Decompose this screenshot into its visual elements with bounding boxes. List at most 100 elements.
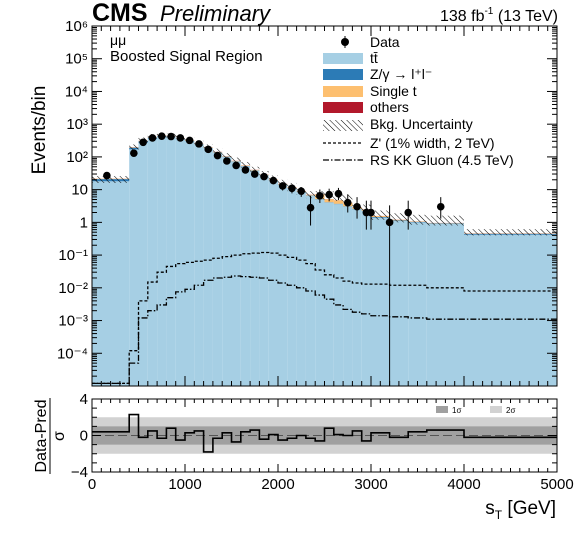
- ratio-y-title: Data-Pred σ: [33, 398, 68, 474]
- stack-bar-ttbar-20: [305, 195, 316, 386]
- data-point-5: [167, 132, 175, 141]
- data-point-28: [385, 218, 394, 227]
- y-tick-label-5: 10: [71, 182, 88, 199]
- stack-bar-ttbar-9: [203, 148, 213, 386]
- stack-bar-ttbar-28: [389, 221, 409, 386]
- stack-bar-ttbar-0: [92, 181, 130, 386]
- stack-bar-ttbar-14: [250, 170, 260, 386]
- data-point-16: [269, 176, 278, 185]
- data-point-7: [185, 136, 194, 145]
- data-point-1: [130, 149, 138, 157]
- stack-histogram: [92, 135, 557, 386]
- y-tick-label-3: 10⁻¹: [58, 247, 88, 264]
- stack-bar-ttbar-11: [222, 156, 232, 386]
- legend-others-swatch: [323, 102, 363, 113]
- stack-bar-ttbar-7: [185, 141, 195, 386]
- stack-bar-ttbar-2: [138, 142, 148, 386]
- ratio-y-title-den: σ: [51, 431, 68, 441]
- unc-band-10: [212, 148, 223, 155]
- y-tick-label-0: 10⁻⁴: [57, 345, 88, 362]
- legend-data-label: Data: [370, 34, 400, 50]
- x-tick-label-1: 1000: [168, 476, 201, 493]
- x-axis-title-unit: [GeV]: [502, 498, 556, 519]
- y-tick-label-8: 10⁴: [65, 83, 88, 100]
- data-point-22: [325, 190, 333, 199]
- main-axes: 10⁻⁴ 10⁻³ 10⁻² 10⁻¹ 1 10 10² 10³ 10⁴ 10⁵ 10⁶: [57, 18, 558, 387]
- ratio-y-tick-label-0: −4: [71, 464, 88, 481]
- ratio-axes: 0 1000 2000 3000 4000 5000−404: [71, 391, 574, 493]
- stack-bar-ttbar-25: [352, 209, 362, 386]
- data-point-20: [306, 203, 315, 212]
- kk-gluon-curve: [92, 275, 557, 385]
- zprime-curve: [92, 251, 557, 385]
- legend-ttbar-label: tt̄: [370, 50, 378, 66]
- ratio-y-tick-label-2: 4: [80, 391, 88, 408]
- data-point-9: [204, 145, 213, 154]
- unc-band-12: [231, 157, 241, 164]
- stack-bar-ttbar-1: [129, 149, 139, 386]
- data-point-13: [241, 166, 250, 174]
- y-tick-label-4: 1: [80, 214, 88, 231]
- stack-bar-ttbar-5: [166, 137, 176, 386]
- legend-unc-swatch: [323, 120, 363, 131]
- lumi-suffix: (13 TeV): [493, 8, 558, 25]
- data-points: [103, 132, 445, 386]
- data-point-11: [223, 157, 231, 165]
- legend-singlet-label: Single t: [370, 83, 417, 99]
- ratio-pull-line: [92, 413, 557, 453]
- data-point-17: [278, 182, 287, 190]
- unc-band-20: [305, 191, 316, 199]
- data-point-19: [297, 187, 306, 195]
- data-point-21: [316, 191, 324, 200]
- stack-bar-ttbar-3: [147, 138, 158, 386]
- data-point-2: [139, 138, 147, 147]
- stack-bar-ttbar-6: [175, 139, 185, 386]
- unc-band-1: [129, 144, 139, 151]
- y-tick-label-2: 10⁻²: [58, 280, 88, 297]
- stack-bar-ttbar-24: [343, 206, 353, 386]
- stack-bar-ttbar-19: [296, 191, 306, 386]
- x-axis-title-s: s: [485, 498, 495, 519]
- legend-zgamma-swatch: [323, 69, 363, 80]
- legend-2sigma-label: 2σ: [506, 406, 515, 415]
- legend-zgamma-label: Z/γ → l⁺l⁻: [370, 66, 432, 82]
- stack-bar-ttbar-8: [194, 144, 204, 386]
- unc-band-30: [426, 215, 464, 226]
- data-point-12: [232, 161, 240, 170]
- legend-2sigma-swatch: [490, 406, 502, 413]
- stack-bar-ttbar-10: [212, 152, 223, 386]
- y-tick-label-10: 10⁶: [65, 18, 88, 35]
- legend-data-marker: [341, 38, 349, 46]
- legend-kk-label: RS KK Gluon (4.5 TeV): [370, 152, 514, 168]
- stack-bar-ttbar-30: [426, 223, 464, 386]
- x-tick-label-5: 5000: [540, 476, 573, 493]
- y-tick-label-9: 10⁵: [65, 51, 88, 68]
- y-axis-title: Events/bin: [29, 86, 50, 175]
- data-point-27: [367, 208, 375, 217]
- cms-label: CMS: [92, 0, 148, 27]
- legend-1sigma-label: 1σ: [452, 406, 461, 415]
- ratio-y-tick-label-1: 0: [80, 428, 88, 445]
- y-tick-label-1: 10⁻³: [58, 313, 88, 330]
- ratio-pull-histogram: [92, 413, 557, 453]
- data-point-10: [213, 151, 222, 160]
- stack-bar-ttbar-12: [231, 161, 241, 386]
- data-point-23: [334, 189, 343, 198]
- data-point-18: [288, 184, 296, 193]
- unc-band-0: [92, 176, 130, 183]
- data-point-25: [353, 202, 361, 211]
- unc-band-11: [222, 153, 232, 159]
- region-label: Boosted Signal Region: [110, 48, 263, 65]
- stack-bar-ttbar-26: [361, 211, 371, 386]
- stack-bar-ttbar-18: [287, 188, 297, 386]
- data-point-15: [260, 172, 268, 181]
- unc-band-14: [250, 166, 260, 173]
- lumi-label: 138 fb-1 (13 TeV): [440, 6, 558, 25]
- legend-1sigma-swatch: [436, 406, 448, 413]
- stack-bar-ttbar-15: [259, 175, 269, 386]
- unc-band-31: [464, 229, 557, 236]
- data-point-29: [404, 208, 413, 217]
- stack-bar-ttbar-31: [464, 234, 557, 386]
- x-tick-label-3: 3000: [354, 476, 387, 493]
